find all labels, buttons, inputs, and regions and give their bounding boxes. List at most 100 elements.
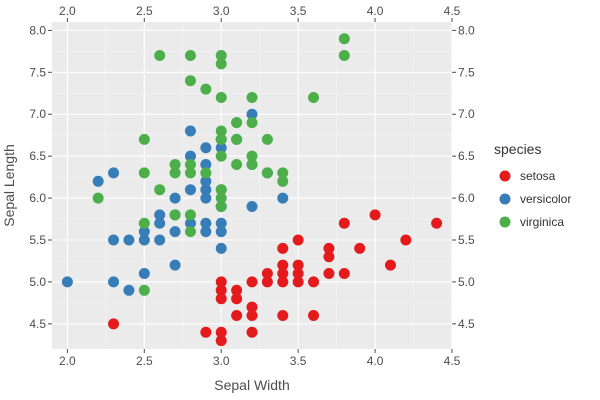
- data-point-setosa: [215, 284, 227, 296]
- data-point-setosa: [292, 234, 304, 246]
- data-point-versicolor: [200, 175, 212, 187]
- legend-label-versicolor: versicolor: [520, 192, 571, 206]
- data-point-setosa: [215, 326, 227, 338]
- data-point-virginica: [138, 217, 150, 229]
- data-point-setosa: [200, 326, 212, 338]
- data-point-versicolor: [108, 167, 120, 179]
- data-point-setosa: [323, 251, 335, 263]
- y-tick-label-right: 6.5: [458, 149, 475, 163]
- y-tick-label-right: 5.0: [458, 275, 475, 289]
- data-point-versicolor: [215, 217, 227, 229]
- data-point-virginica: [215, 150, 227, 162]
- data-point-versicolor: [200, 192, 212, 204]
- data-point-virginica: [215, 50, 227, 62]
- data-point-setosa: [246, 309, 258, 321]
- y-tick-label-right: 7.0: [458, 107, 475, 121]
- legend-marker-virginica: [499, 216, 511, 228]
- data-point-versicolor: [184, 217, 196, 229]
- data-point-versicolor: [200, 226, 212, 238]
- data-point-virginica: [246, 91, 258, 103]
- data-point-setosa: [277, 276, 289, 288]
- data-point-versicolor: [92, 175, 104, 187]
- data-point-virginica: [215, 125, 227, 137]
- data-point-setosa: [231, 293, 243, 305]
- data-points: [61, 33, 443, 347]
- data-point-versicolor: [246, 200, 258, 212]
- data-point-versicolor: [215, 242, 227, 254]
- data-point-setosa: [323, 268, 335, 280]
- x-tick-label-top: 2.0: [59, 4, 76, 18]
- y-tick-label-left: 7.5: [29, 65, 46, 79]
- legend-label-virginica: virginica: [520, 215, 564, 229]
- y-tick-label-right: 8.0: [458, 23, 475, 37]
- x-tick-label-top: 4.5: [444, 4, 461, 18]
- y-tick-label-left: 6.5: [29, 149, 46, 163]
- data-point-versicolor: [184, 150, 196, 162]
- plot-background: [52, 22, 452, 349]
- data-point-versicolor: [215, 226, 227, 238]
- data-point-setosa: [354, 242, 366, 254]
- axis-ticks: 2.0 2.0 2.5 2.5 3.0 3.0 3.5 3.5 4.0 4.0 4.5 4.5 4.5 4…: [29, 4, 475, 368]
- legend-marker-versicolor: [499, 193, 511, 205]
- x-axis-title: Sepal Width: [214, 377, 289, 393]
- data-point-virginica: [138, 284, 150, 296]
- data-point-virginica: [169, 159, 181, 171]
- data-point-versicolor: [108, 234, 120, 246]
- data-point-virginica: [215, 58, 227, 70]
- data-point-virginica: [215, 200, 227, 212]
- legend-title: species: [494, 141, 541, 157]
- data-point-virginica: [338, 50, 350, 62]
- x-tick-label-bottom: 4.0: [367, 354, 384, 368]
- data-point-setosa: [323, 242, 335, 254]
- data-point-setosa: [292, 276, 304, 288]
- data-point-versicolor: [169, 226, 181, 238]
- y-tick-label-right: 7.5: [458, 65, 475, 79]
- data-point-virginica: [169, 209, 181, 221]
- data-point-virginica: [169, 167, 181, 179]
- data-point-virginica: [261, 167, 273, 179]
- data-point-virginica: [154, 184, 166, 196]
- y-tick-label-right: 4.5: [458, 317, 475, 331]
- x-tick-label-bottom: 2.5: [136, 354, 153, 368]
- data-point-virginica: [277, 175, 289, 187]
- data-point-virginica: [246, 117, 258, 129]
- data-point-setosa: [215, 335, 227, 347]
- x-tick-label-top: 3.5: [290, 4, 307, 18]
- y-tick-label-right: 6.0: [458, 191, 475, 205]
- data-point-versicolor: [123, 284, 135, 296]
- x-tick-label-top: 3.0: [213, 4, 230, 18]
- data-point-virginica: [308, 91, 320, 103]
- data-point-setosa: [246, 276, 258, 288]
- data-point-versicolor: [184, 125, 196, 137]
- data-point-versicolor: [200, 159, 212, 171]
- y-tick-label-left: 5.5: [29, 233, 46, 247]
- data-point-virginica: [277, 167, 289, 179]
- data-point-virginica: [92, 192, 104, 204]
- data-point-versicolor: [246, 108, 258, 120]
- data-point-versicolor: [154, 234, 166, 246]
- data-point-versicolor: [138, 226, 150, 238]
- x-tick-label-top: 4.0: [367, 4, 384, 18]
- data-point-versicolor: [215, 142, 227, 154]
- y-tick-label-left: 6.0: [29, 191, 46, 205]
- x-tick-label-top: 2.5: [136, 4, 153, 18]
- data-point-versicolor: [138, 268, 150, 280]
- data-point-virginica: [261, 133, 273, 145]
- data-point-virginica: [231, 117, 243, 129]
- data-point-setosa: [384, 259, 396, 271]
- data-point-setosa: [108, 318, 120, 330]
- data-point-versicolor: [184, 184, 196, 196]
- data-point-setosa: [431, 217, 443, 229]
- data-point-setosa: [277, 242, 289, 254]
- data-point-setosa: [261, 268, 273, 280]
- data-point-virginica: [215, 184, 227, 196]
- y-tick-label-left: 8.0: [29, 23, 46, 37]
- data-point-versicolor: [61, 276, 73, 288]
- data-point-virginica: [215, 192, 227, 204]
- data-point-setosa: [400, 234, 412, 246]
- data-point-setosa: [246, 326, 258, 338]
- data-point-virginica: [184, 159, 196, 171]
- y-tick-label-left: 7.0: [29, 107, 46, 121]
